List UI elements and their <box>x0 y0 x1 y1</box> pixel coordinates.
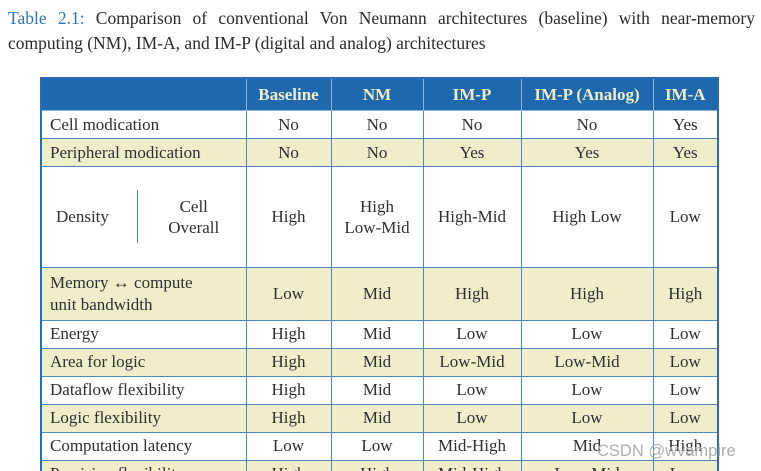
cell-value: No <box>330 110 424 139</box>
cell-value: Low-Mid <box>520 459 654 471</box>
caption-number: Table 2.1: <box>8 8 85 28</box>
cell-value: Low <box>422 375 522 405</box>
cell-value: Yes <box>422 138 522 167</box>
comparison-table: Baseline NM IM-P IM-P (Analog) IM-A Cell… <box>40 77 719 471</box>
cell-value: High <box>652 431 719 461</box>
cell-value: High <box>245 375 332 405</box>
cell-value: High <box>330 459 424 471</box>
table-row: Cell modication No No No No Yes <box>40 110 719 139</box>
cell-value: High <box>422 266 522 321</box>
cell-value: High <box>652 266 719 321</box>
header-empty <box>40 77 247 111</box>
row-sublabel: Cell Overall <box>137 190 240 244</box>
cell-value: No <box>245 138 332 167</box>
cell-value: Low <box>652 375 719 405</box>
row-label: Cell modication <box>40 110 247 139</box>
cell-value: High Low-Mid <box>330 166 424 268</box>
cell-value: Mid <box>330 403 424 433</box>
row-label: Computation latency <box>40 431 247 461</box>
row-label: Dataflow flexibility <box>40 375 247 405</box>
cell-value: High Low <box>520 166 654 268</box>
cell-value: Mid <box>330 266 424 321</box>
header-im-p-analog: IM-P (Analog) <box>520 77 654 111</box>
row-label: Area for logic <box>40 347 247 377</box>
cell-value: Low <box>422 319 522 349</box>
cell-value: Low <box>330 431 424 461</box>
cell-value: Low <box>520 375 654 405</box>
cell-value: High <box>245 166 332 268</box>
header-nm: NM <box>330 77 424 111</box>
cell-value: Mid <box>330 375 424 405</box>
cell-value: Low <box>245 431 332 461</box>
row-label: Memory ↔ compute unit bandwidth <box>40 266 247 321</box>
cell-value: Mid <box>330 347 424 377</box>
row-label: Peripheral modication <box>40 138 247 167</box>
header-baseline: Baseline <box>245 77 332 111</box>
density-label-cell: Density Cell Overall <box>40 166 247 268</box>
cell-value: No <box>422 110 522 139</box>
cell-value: Mid <box>330 319 424 349</box>
cell-value: High-Mid <box>422 166 522 268</box>
cell-value: Yes <box>652 138 719 167</box>
cell-value: Low <box>652 319 719 349</box>
cell-value: Low <box>652 347 719 377</box>
cell-value: Low <box>422 403 522 433</box>
cell-value: Low <box>520 403 654 433</box>
table-row: Area for logic High Mid Low-Mid Low-Mid … <box>40 347 719 377</box>
header-row: Baseline NM IM-P IM-P (Analog) IM-A <box>40 77 719 111</box>
header-im-a: IM-A <box>652 77 719 111</box>
cell-value: High <box>245 347 332 377</box>
cell-value: Low <box>652 459 719 471</box>
row-label: Density <box>56 207 109 227</box>
cell-value: Low <box>245 266 332 321</box>
cell-value: No <box>245 110 332 139</box>
cell-value: Low <box>652 166 719 268</box>
table-row: Precision flexibility High High Mid-High… <box>40 459 719 471</box>
cell-value: Yes <box>652 110 719 139</box>
table-row: Dataflow flexibility High Mid Low Low Lo… <box>40 375 719 405</box>
cell-value: No <box>330 138 424 167</box>
row-label: Logic flexibility <box>40 403 247 433</box>
table-row: Energy High Mid Low Low Low <box>40 319 719 349</box>
row-label: Precision flexibility <box>40 459 247 471</box>
row-label: Energy <box>40 319 247 349</box>
table-row: Computation latency Low Low Mid-High Mid… <box>40 431 719 461</box>
cell-value: Low <box>652 403 719 433</box>
cell-value: Mid <box>520 431 654 461</box>
caption-text: Comparison of conventional Von Neumann a… <box>8 8 755 54</box>
table-row-density: Density Cell Overall High High Low-Mid H… <box>40 166 719 268</box>
cell-value: Low-Mid <box>520 347 654 377</box>
table-row: Memory ↔ compute unit bandwidth Low Mid … <box>40 266 719 321</box>
cell-value: High <box>520 266 654 321</box>
table-row: Logic flexibility High Mid Low Low Low <box>40 403 719 433</box>
cell-value: No <box>520 110 654 139</box>
cell-value: Mid-High <box>422 459 522 471</box>
cell-value: High <box>245 403 332 433</box>
cell-value: High <box>245 319 332 349</box>
cell-value: Low <box>520 319 654 349</box>
cell-value: High <box>245 459 332 471</box>
cell-value: Mid-High <box>422 431 522 461</box>
table-row: Peripheral modication No No Yes Yes Yes <box>40 138 719 167</box>
cell-value: Low-Mid <box>422 347 522 377</box>
cell-value: Yes <box>520 138 654 167</box>
header-im-p: IM-P <box>422 77 522 111</box>
table-caption: Table 2.1: Comparison of conventional Vo… <box>8 6 755 57</box>
